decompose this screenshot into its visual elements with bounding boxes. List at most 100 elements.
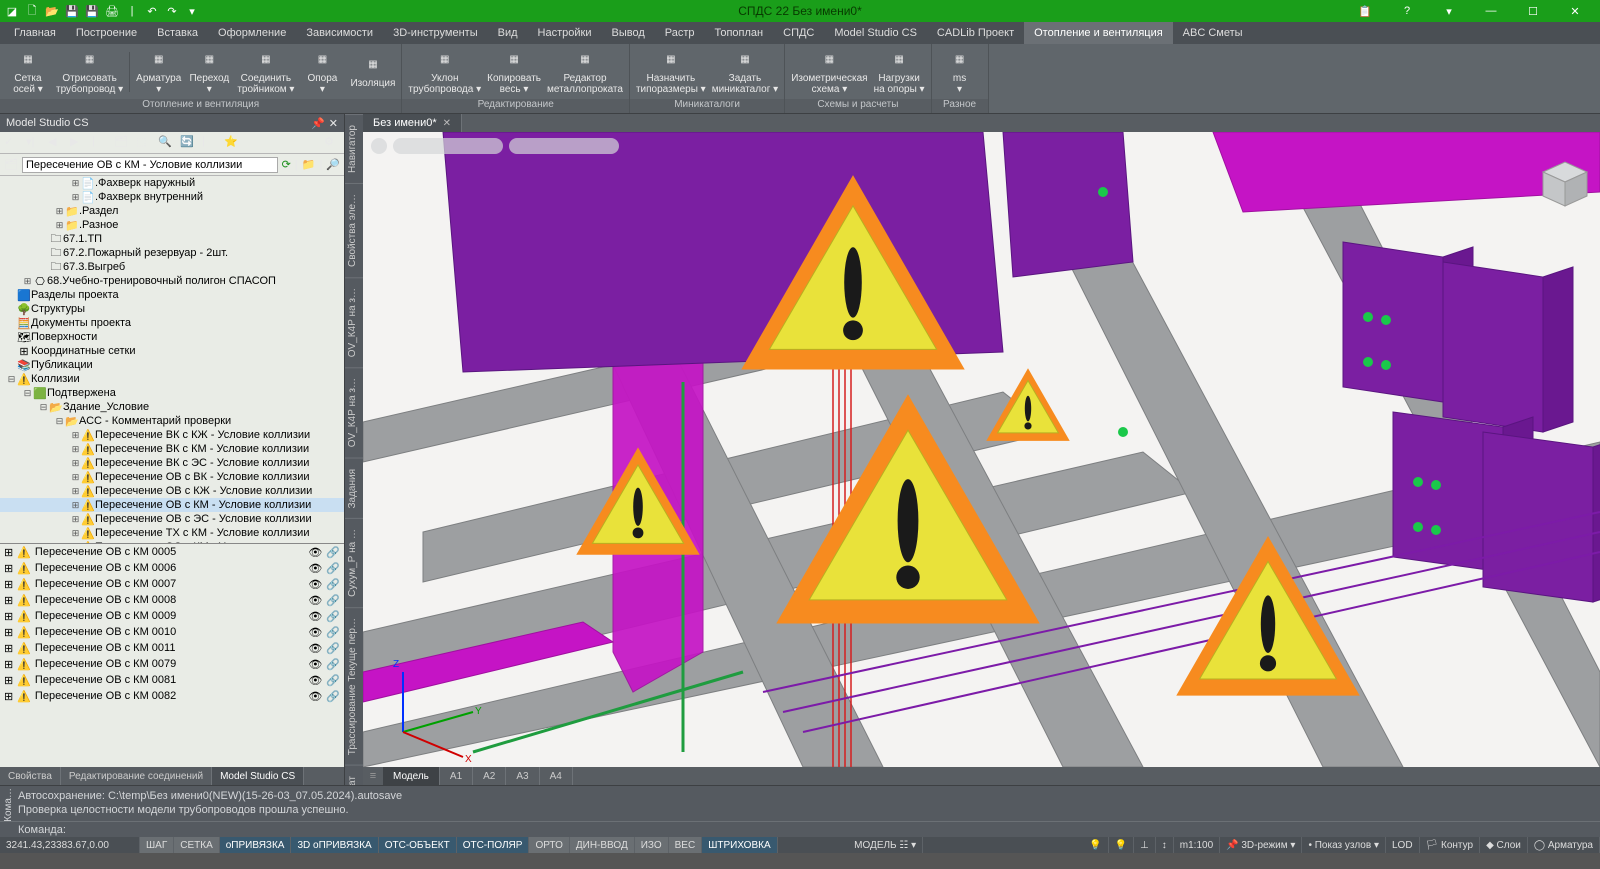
link-icon[interactable]: 🔗 [326, 674, 340, 687]
open-icon[interactable]: 📂 [44, 3, 60, 19]
menu-tab[interactable]: Главная [4, 22, 66, 44]
tree-row[interactable]: ⊞⚠️Пересечение ТХ с КМ - Условие коллизи… [0, 526, 344, 540]
status-toggle[interactable]: СЕТКА [174, 837, 220, 853]
status-right-cell[interactable]: • Показ узлов ▾ [1302, 837, 1386, 853]
eye-icon[interactable]: 👁 [308, 562, 322, 575]
tree-row[interactable]: ⊞📄.Фахверк внутренний [0, 190, 344, 204]
tree-row[interactable]: 🗀67.3.Выгреб [0, 260, 344, 274]
tb-layers-icon[interactable]: 🗂 [114, 135, 130, 151]
redo-icon[interactable]: ↷ [164, 3, 180, 19]
link-icon[interactable]: 🔗 [326, 546, 340, 559]
status-right-cell[interactable]: 📌 3D-режим ▾ [1220, 837, 1302, 853]
app-icon[interactable]: ◪ [4, 3, 20, 19]
layout-tab[interactable]: А3 [506, 767, 539, 785]
eye-icon[interactable]: 👁 [308, 690, 322, 703]
tree-row[interactable]: ⊟📂АСС - Комментарий проверки [0, 414, 344, 428]
layout-tab[interactable]: А4 [540, 767, 573, 785]
saveas-icon[interactable]: 💾 [84, 3, 100, 19]
close-button[interactable]: ✕ [1554, 0, 1596, 22]
print-icon[interactable]: 🖨 [104, 3, 120, 19]
tb-refresh-icon[interactable]: 🔄 [180, 135, 196, 151]
eye-icon[interactable]: 👁 [308, 578, 322, 591]
ribbon-tool[interactable]: ▦Переход▾ [187, 48, 231, 95]
menu-tab[interactable]: Построение [66, 22, 147, 44]
link-icon[interactable]: 🔗 [326, 658, 340, 671]
link-icon[interactable]: 🔗 [326, 594, 340, 607]
tree-row[interactable]: ⊞⚠️Пересечение ОВ с КМ - Условие коллизи… [0, 498, 344, 512]
ribbon-tool[interactable]: ▦ms▾ [938, 48, 982, 95]
menu-tab[interactable]: Вид [488, 22, 528, 44]
tb-left-icon[interactable]: ◀ [48, 135, 64, 151]
panel-bottom-tab[interactable]: Model Studio CS [212, 767, 304, 785]
status-toggle[interactable]: ОРТО [529, 837, 569, 853]
status-toggle[interactable]: 3D оПРИВЯЗКА [291, 837, 378, 853]
tree-row[interactable]: 📚Публикации [0, 358, 344, 372]
link-icon[interactable]: 🔗 [326, 642, 340, 655]
qat-more-icon[interactable]: ▾ [184, 3, 200, 19]
vertical-tab[interactable]: OV_К4Р на з… [345, 367, 363, 457]
ribbon-tool[interactable]: ▦Отрисоватьтрубопровод ▾ [56, 48, 123, 95]
layout-tab[interactable]: А1 [440, 767, 473, 785]
status-toggle[interactable]: ОТС-ОБЪЕКТ [379, 837, 457, 853]
command-input[interactable]: Команда: [0, 821, 1600, 837]
tree-row[interactable]: ⊞📁.Раздел [0, 204, 344, 218]
menu-tab[interactable]: Зависимости [296, 22, 383, 44]
vertical-tab[interactable]: OV_К4Р на з… [345, 277, 363, 367]
link-icon[interactable]: 🔗 [326, 562, 340, 575]
tree-row[interactable]: ⊞⚠️Пересечение ОВ с ВК - Условие коллизи… [0, 470, 344, 484]
status-right-cell[interactable]: LOD [1386, 837, 1420, 853]
link-icon[interactable]: 🔗 [326, 626, 340, 639]
menu-tab[interactable]: СПДС [773, 22, 824, 44]
status-toggle[interactable]: ШТРИХОВКА [702, 837, 777, 853]
tree-row[interactable]: ⊞Координатные сетки [0, 344, 344, 358]
menu-tab[interactable]: Вывод [601, 22, 654, 44]
collision-row[interactable]: ⊞⚠️Пересечение ОВ с КМ 0009👁🔗 [0, 608, 344, 624]
document-tab-close-icon[interactable]: ✕ [443, 118, 451, 129]
ribbon-tool[interactable]: ▦Изоляция [350, 53, 395, 90]
status-icon[interactable]: ⊥ [1134, 837, 1156, 853]
layout-tab[interactable]: А2 [473, 767, 506, 785]
tree-row[interactable]: ⊞⚠️Пересечение ВК с КЖ - Условие коллизи… [0, 428, 344, 442]
status-toggle[interactable]: ШАГ [140, 837, 174, 853]
vertical-tab[interactable]: Сухум_Р на … [345, 518, 363, 607]
collision-row[interactable]: ⊞⚠️Пересечение ОВ с КМ 0008👁🔗 [0, 592, 344, 608]
ribbon-tool[interactable]: ▦Копироватьвесь ▾ [487, 48, 541, 95]
new-icon[interactable]: 🗋 [24, 3, 40, 19]
ribbon-tool[interactable]: ▦Арматура▾ [136, 48, 181, 95]
status-right-cell[interactable]: m1:100 [1174, 837, 1220, 853]
ribbon-tool[interactable]: ▦Редакторметаллопроката [547, 48, 623, 95]
collision-row[interactable]: ⊞⚠️Пересечение ОВ с КМ 0082👁🔗 [0, 688, 344, 704]
menu-tab[interactable]: Вставка [147, 22, 208, 44]
menu-tab[interactable]: Model Studio CS [824, 22, 927, 44]
ribbon-tool[interactable]: ▦Сеткаосей ▾ [6, 48, 50, 95]
tree-row[interactable]: ⊟🟩Подтвержена [0, 386, 344, 400]
status-icon[interactable]: ↕ [1156, 837, 1174, 853]
tree-row[interactable]: 🧮Документы проекта [0, 316, 344, 330]
tb-box-icon[interactable]: ⬚ [136, 135, 152, 151]
collision-list[interactable]: ⊞⚠️Пересечение ОВ с КМ 0005👁🔗⊞⚠️Пересече… [0, 544, 344, 767]
collision-row[interactable]: ⊞⚠️Пересечение ОВ с КМ 0011👁🔗 [0, 640, 344, 656]
status-model[interactable]: МОДЕЛЬ ☷ ▾ [848, 837, 923, 853]
link-icon[interactable]: 🔗 [326, 610, 340, 623]
panel-bottom-tab[interactable]: Редактирование соединений [61, 767, 212, 785]
status-right-cell[interactable]: 🏳 Контур [1420, 837, 1481, 853]
maximize-button[interactable]: ☐ [1512, 0, 1554, 22]
status-toggle[interactable]: ОТС-ПОЛЯР [457, 837, 530, 853]
collision-row[interactable]: ⊞⚠️Пересечение ОВ с КМ 0081👁🔗 [0, 672, 344, 688]
vertical-tab[interactable]: Свойства эле… [345, 183, 363, 277]
status-right-cell[interactable]: ◯ Арматура [1528, 837, 1600, 853]
link-icon[interactable]: 🔗 [326, 578, 340, 591]
menu-tab[interactable]: CADLib Проект [927, 22, 1024, 44]
tree-row[interactable]: ⊟⚠️Коллизии [0, 372, 344, 386]
link-icon[interactable]: 🔗 [326, 690, 340, 703]
status-toggle[interactable]: ДИН-ВВОД [570, 837, 635, 853]
tb-check-icon[interactable]: ✓ [4, 135, 20, 151]
tree-view[interactable]: ⊞📄.Фахверк наружный⊞📄.Фахверк внутренний… [0, 176, 344, 544]
ribbon-tool[interactable]: ▦Задатьминикаталог ▾ [712, 48, 779, 95]
menu-tab[interactable]: 3D-инструменты [383, 22, 488, 44]
status-right-cell[interactable]: ◆ Слои [1480, 837, 1528, 853]
tree-row[interactable]: 🌳Структуры [0, 302, 344, 316]
eye-icon[interactable]: 👁 [308, 594, 322, 607]
undo-icon[interactable]: ↶ [144, 3, 160, 19]
filter-search-icon[interactable]: 🔎 [326, 158, 340, 171]
